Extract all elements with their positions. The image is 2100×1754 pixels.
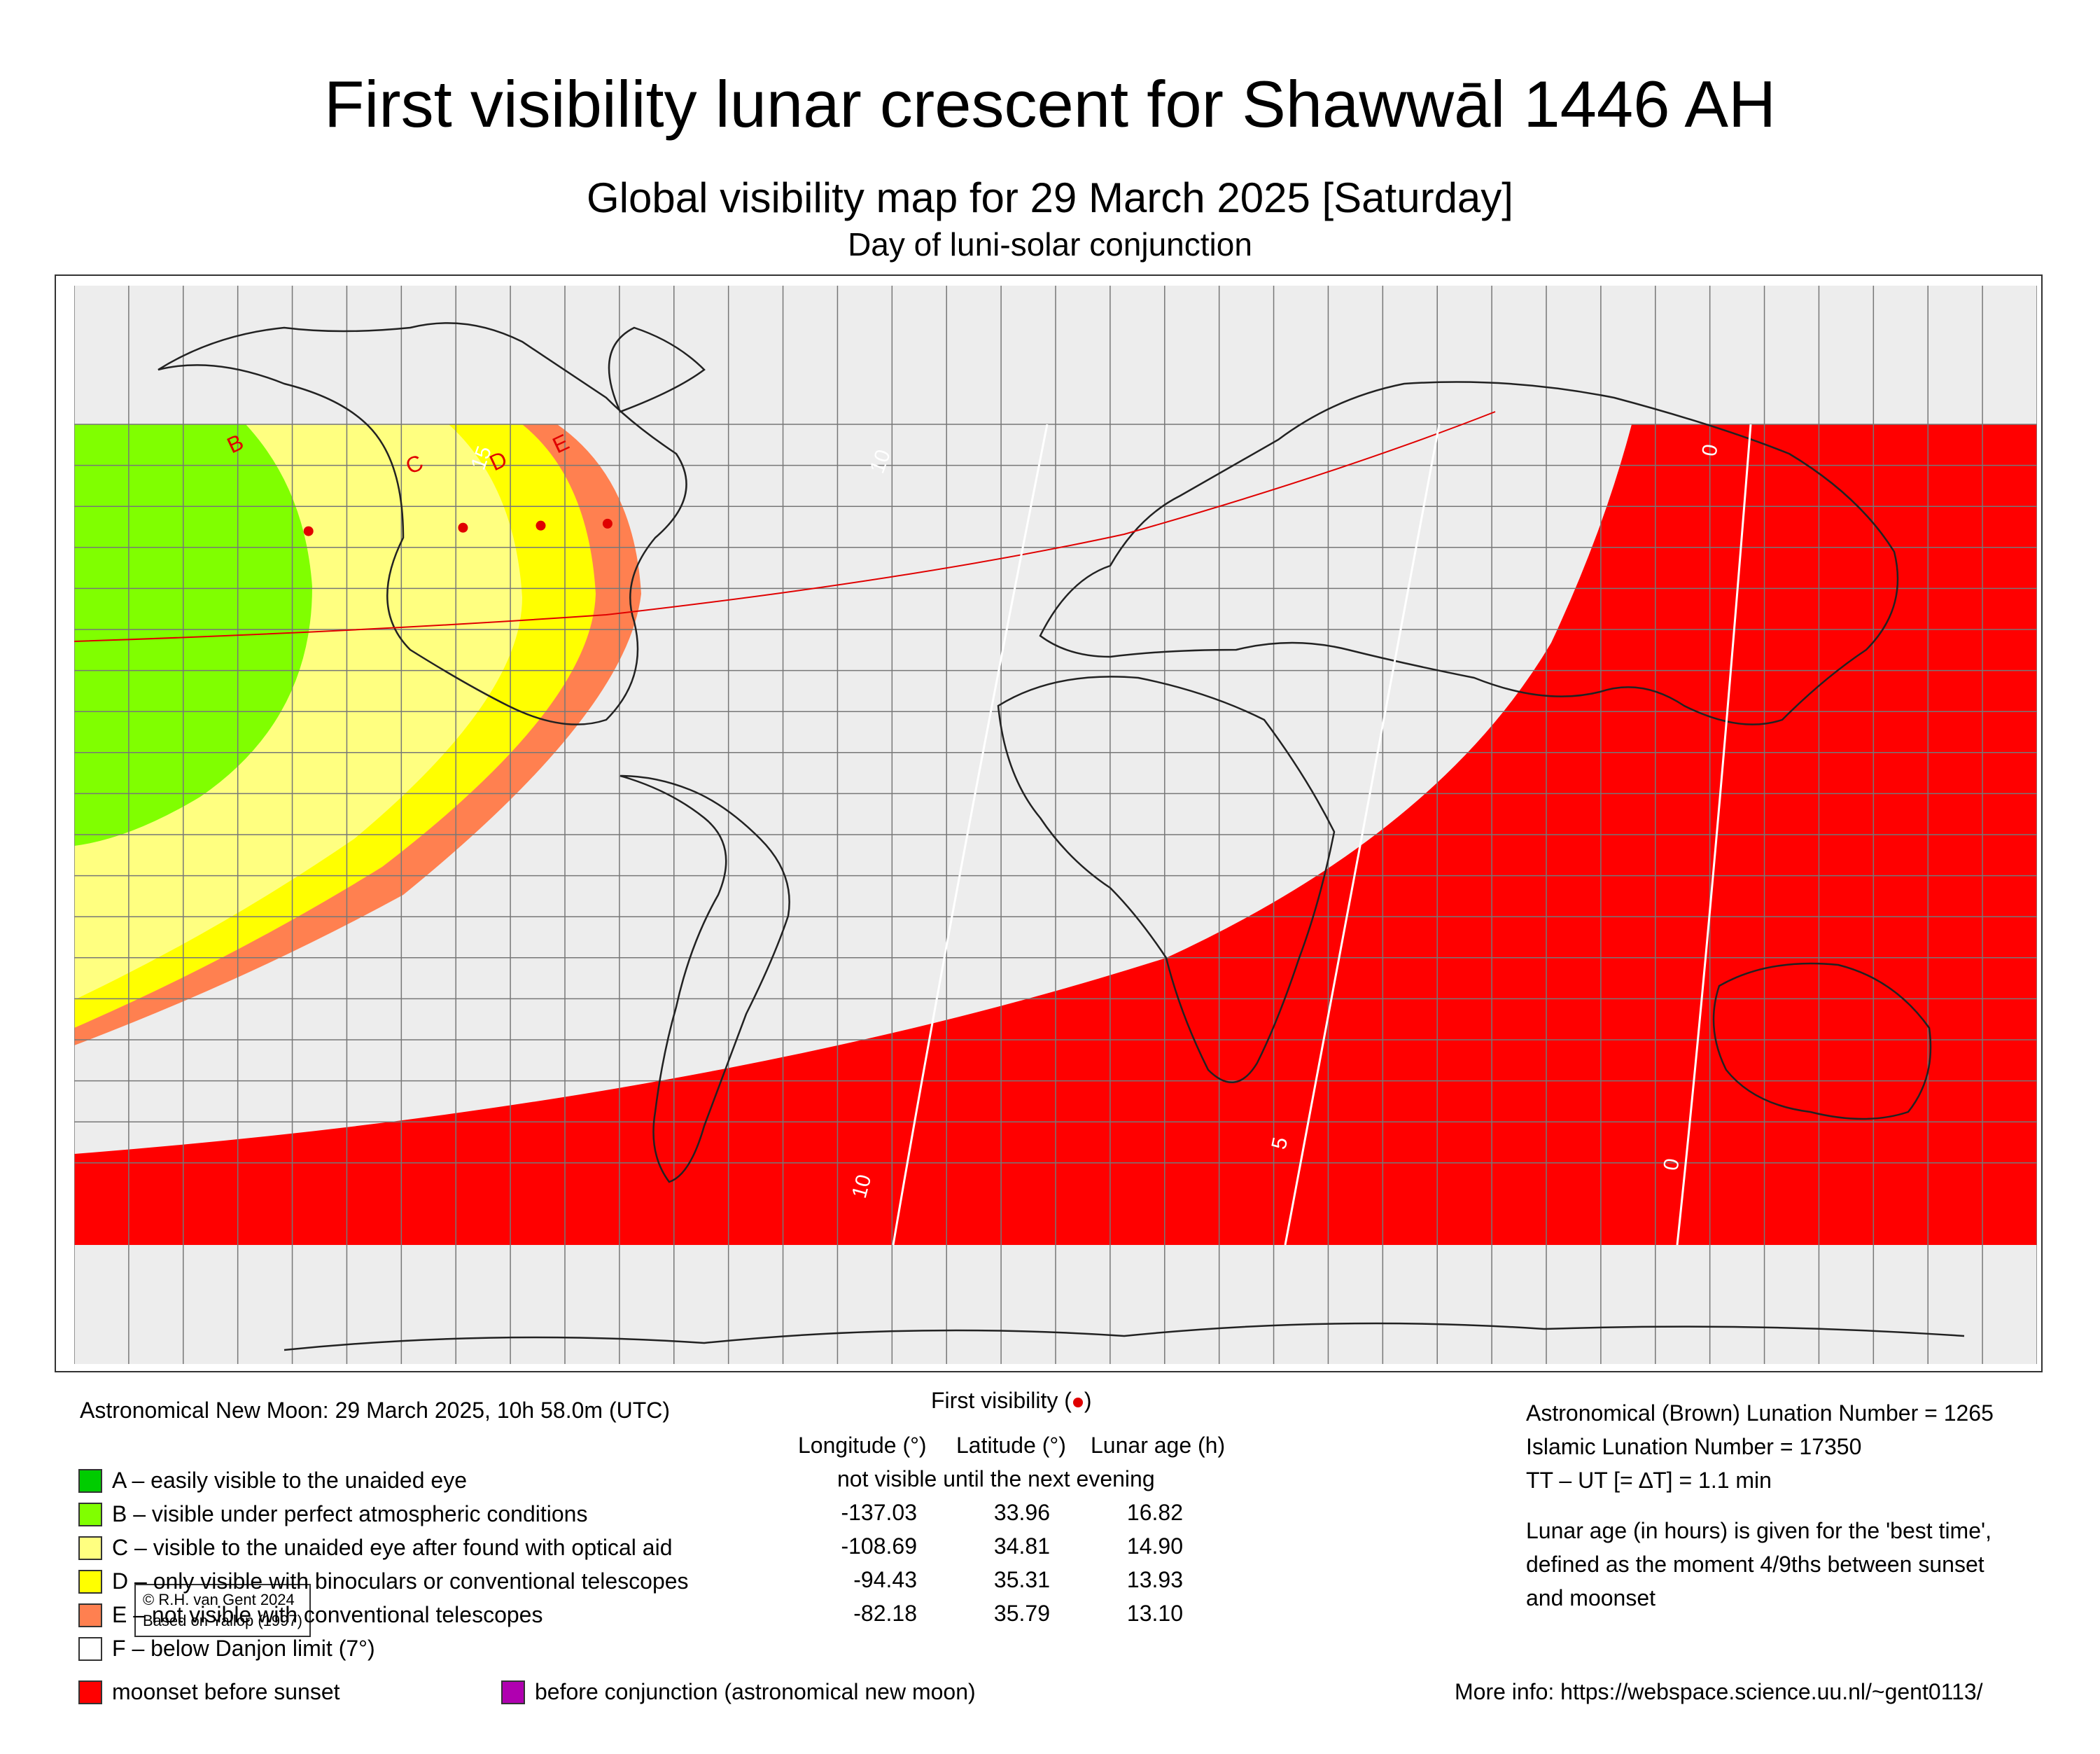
table-row-a-latitude: 33.96 <box>993 1500 1050 1525</box>
legend-label-d: D – only visible with binoculars or conv… <box>112 1568 689 1594</box>
contour-label: 0 <box>1698 443 1722 458</box>
legend-label-e: E – not visible with conventional telesc… <box>112 1602 543 1627</box>
first-visibility-point <box>303 526 314 536</box>
lunar-age-note-line1: Lunar age (in hours) is given for the 'b… <box>1526 1518 1991 1543</box>
islamic-lunation-text: Islamic Lunation Number = 17350 <box>1526 1434 1862 1459</box>
lunar-age-note-line3: and moonset <box>1526 1585 1656 1610</box>
legend-label-f: F – below Danjon limit (7°) <box>112 1636 375 1661</box>
credit-source: Based on Yallop (1997) <box>143 1612 302 1629</box>
credit-author: © R.H. van Gent 2024 <box>143 1591 295 1608</box>
coastlines <box>158 322 1965 1351</box>
legend-label-before-conjunction: before conjunction (astronomical new moo… <box>535 1679 976 1704</box>
table-row-a-age: 16.82 <box>1126 1500 1183 1525</box>
first-visibility-heading: First visibility () <box>931 1388 1092 1414</box>
lunar-age-note-line2: defined as the moment 4/9ths between sun… <box>1526 1552 1984 1577</box>
legend-swatch-f <box>78 1637 102 1661</box>
graticule-grid <box>74 286 2037 1364</box>
delta-t-text: TT – UT [= ∆T] = 1.1 min <box>1526 1468 1772 1493</box>
table-header-latitude: Latitude (°) <box>956 1433 1066 1458</box>
legend-label-c: C – visible to the unaided eye after fou… <box>112 1535 673 1560</box>
legend-swatch-d <box>78 1570 102 1594</box>
legend-label-a: A – easily visible to the unaided eye <box>112 1468 467 1493</box>
legend-swatch-e <box>78 1603 102 1627</box>
more-info-link[interactable]: More info: https://webspace.science.uu.n… <box>1455 1679 1983 1704</box>
table-row-b-age: 14.90 <box>1126 1533 1183 1559</box>
table-row-b-longitude: -108.69 <box>841 1533 917 1559</box>
table-row-d-age: 13.10 <box>1126 1601 1183 1626</box>
first-visibility-points <box>303 518 612 536</box>
table-row-c-longitude: -94.43 <box>853 1567 917 1592</box>
first-visibility-point <box>602 518 612 529</box>
table-row-c-latitude: 35.31 <box>993 1567 1050 1592</box>
table-row-b-latitude: 34.81 <box>993 1533 1050 1559</box>
table-row-c-age: 13.93 <box>1126 1567 1183 1592</box>
legend-swatch-a <box>78 1469 102 1493</box>
first-visibility-heading-suffix: ) <box>1084 1388 1092 1413</box>
legend-swatch-before-conjunction <box>501 1680 525 1704</box>
brown-lunation-text: Astronomical (Brown) Lunation Number = 1… <box>1526 1400 1994 1426</box>
first-visibility-point <box>458 522 468 533</box>
best-visibility-curve <box>74 411 1496 642</box>
first-visibility-heading-prefix: First visibility ( <box>931 1388 1072 1413</box>
first-visibility-point <box>536 520 546 531</box>
credit-box: © R.H. van Gent 2024 Based on Yallop (19… <box>134 1584 311 1637</box>
contour-label: 5 <box>1268 1135 1293 1151</box>
lunar-age-contours <box>892 424 1752 1246</box>
table-header-lunar-age: Lunar age (h) <box>1091 1433 1226 1458</box>
table-header-longitude: Longitude (°) <box>798 1433 927 1458</box>
contour-label: 0 <box>1659 1157 1684 1172</box>
legend-label-moonset: moonset before sunset <box>112 1679 340 1704</box>
map-subtitle-conjunction: Day of luni-solar conjunction <box>848 226 1252 263</box>
table-note: not visible until the next evening <box>837 1466 1155 1491</box>
table-row-d-longitude: -82.18 <box>853 1601 917 1626</box>
legend-swatch-c <box>78 1536 102 1560</box>
zone-b-region <box>74 424 312 846</box>
new-moon-text: Astronomical New Moon: 29 March 2025, 10… <box>80 1398 671 1423</box>
legend-swatch-b <box>78 1503 102 1526</box>
table-row-d-latitude: 35.79 <box>993 1601 1050 1626</box>
legend-swatch-moonset <box>78 1680 102 1704</box>
first-visibility-dot-icon <box>1072 1397 1083 1407</box>
legend-label-b: B – visible under perfect atmospheric co… <box>112 1501 588 1526</box>
map-subtitle: Global visibility map for 29 March 2025 … <box>587 174 1513 221</box>
table-row-a-longitude: -137.03 <box>841 1500 917 1525</box>
map-title: First visibility lunar crescent for Shaw… <box>323 67 1776 141</box>
